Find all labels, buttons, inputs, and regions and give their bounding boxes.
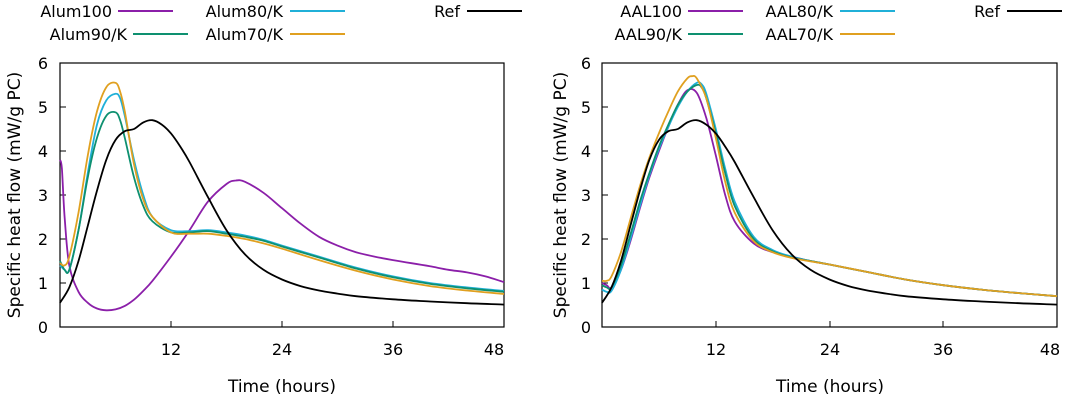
series-line-ref (601, 119, 1058, 306)
y-tick-label: 6 (581, 54, 591, 73)
y-axis-title: Specific heat flow (mW/g PC) (5, 72, 25, 318)
legend-label: Alum100 (40, 2, 112, 21)
y-tick-label: 2 (38, 230, 48, 249)
y-tick-label: 5 (38, 98, 48, 117)
x-axis-title: Time (hours) (227, 377, 336, 397)
y-tick-label: 4 (38, 142, 48, 161)
y-tick-label: 0 (581, 318, 591, 337)
legend: AAL100 AAL80/K Ref AAL90/K AAL70/K (615, 2, 1062, 44)
legend-label: Alum90/K (50, 25, 128, 44)
series-line-alum70-k (59, 81, 505, 295)
y-tick-label: 2 (581, 230, 591, 249)
legend-label: AAL70/K (766, 25, 834, 44)
x-axis-title: Time (hours) (775, 377, 884, 397)
series-layer (601, 75, 1058, 306)
x-tick-label: 36 (383, 340, 403, 359)
x-tick-label: 24 (820, 340, 840, 359)
series-line-ref (59, 119, 505, 306)
y-tick-label: 3 (581, 186, 591, 205)
legend-label: AAL90/K (615, 25, 683, 44)
series-layer (59, 81, 505, 312)
y-tick-label: 3 (38, 186, 48, 205)
x-tick-label: 12 (161, 340, 181, 359)
y-tick-label: 4 (581, 142, 591, 161)
legend: Alum100 Alum80/K Ref Alum90/K Alum70/K (40, 2, 522, 44)
x-tick-label: 36 (933, 340, 953, 359)
legend-label: AAL80/K (766, 2, 834, 21)
x-tick-label: 24 (272, 340, 292, 359)
legend-label: Ref (434, 2, 460, 21)
x-tick-label: 48 (484, 340, 504, 359)
series-line-alum90-k (59, 111, 505, 293)
legend-label: Alum80/K (206, 2, 284, 21)
x-tick-label: 48 (1040, 340, 1060, 359)
chart-panel-alum: 0 1 2 3 4 5 6 12 24 36 48 Time (hours) S… (5, 2, 522, 397)
legend-label: Ref (974, 2, 1000, 21)
legend-label: Alum70/K (206, 25, 284, 44)
y-axis-title: Specific heat flow (mW/g PC) (551, 72, 571, 318)
y-tick-label: 1 (581, 274, 591, 293)
y-tick-label: 6 (38, 54, 48, 73)
x-tick-label: 12 (706, 340, 726, 359)
y-tick-label: 0 (38, 318, 48, 337)
series-line-alum100 (59, 159, 505, 312)
y-tick-label: 1 (38, 274, 48, 293)
chart-panel-aal: 0 1 2 3 4 5 6 12 24 36 48 Time (hours) S… (551, 2, 1062, 397)
y-tick-label: 5 (581, 98, 591, 117)
series-line-aal70-k (601, 75, 1058, 298)
legend-label: AAL100 (620, 2, 682, 21)
plot-frame (601, 62, 1058, 328)
